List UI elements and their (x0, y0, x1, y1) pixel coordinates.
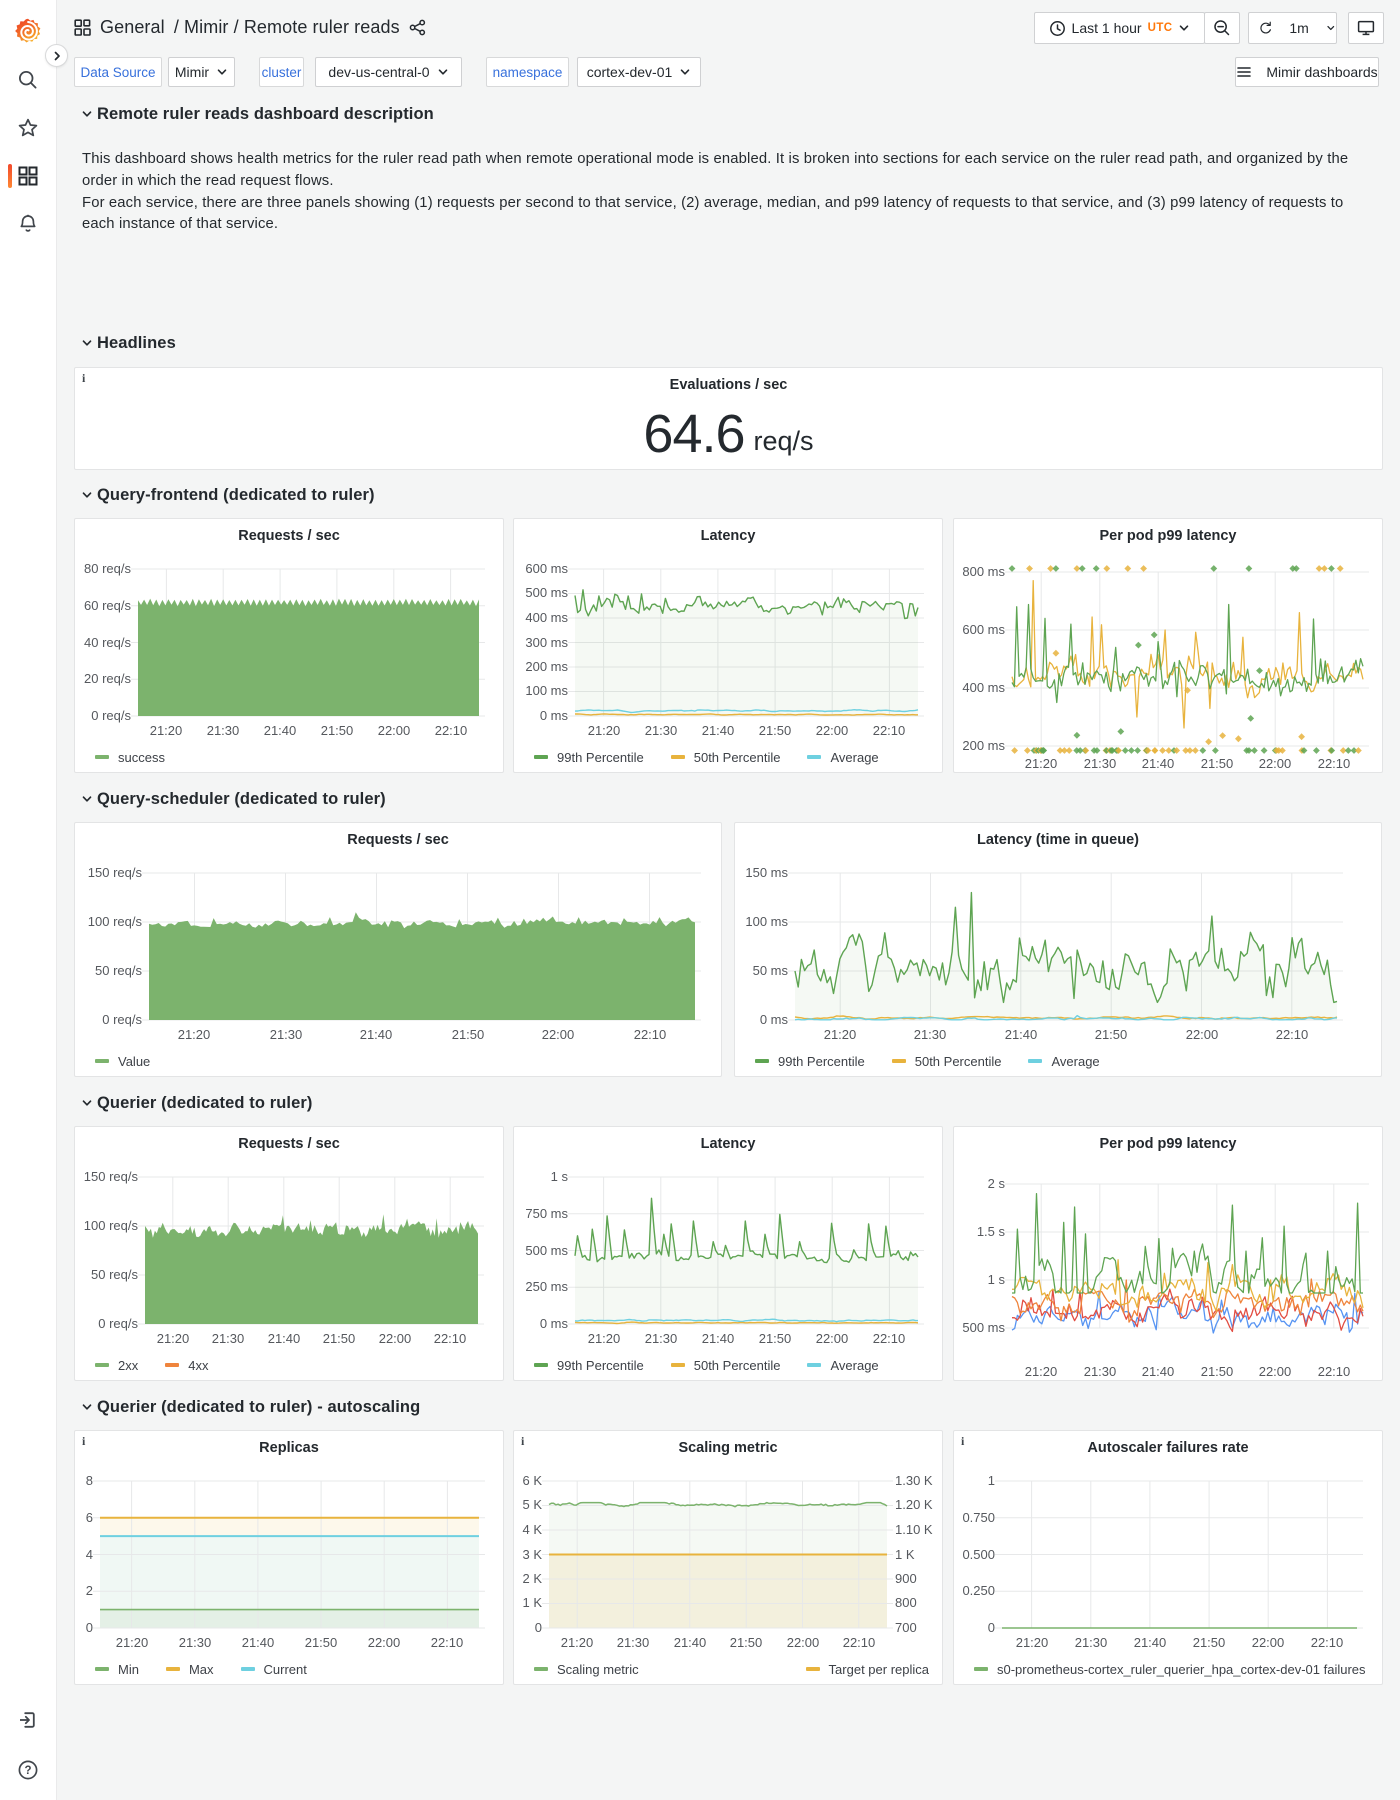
svg-text:?: ? (24, 1765, 31, 1777)
